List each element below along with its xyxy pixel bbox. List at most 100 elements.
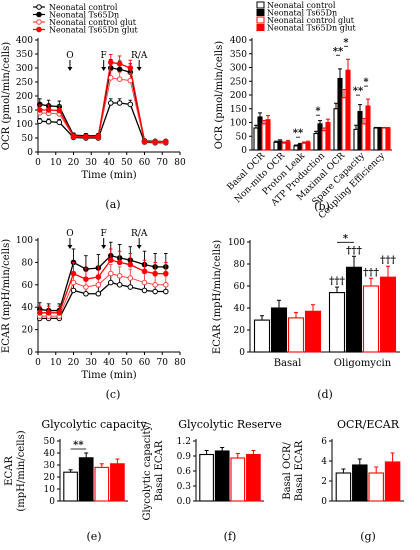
y-tick-label: 100 [230,119,247,129]
bar [362,285,380,353]
y-tick-label: 0 [27,148,33,158]
bar [377,127,383,151]
legend-entry: Neonatal control glut [49,18,137,27]
x-tick-label: 40 [103,358,115,368]
y-tick-label: 20 [22,326,34,336]
data-point [36,4,42,10]
data-point [45,310,52,316]
data-point [45,107,52,113]
panel-label: (d) [317,388,333,401]
panel-label: (f) [224,530,237,543]
data-point [116,273,123,279]
y-tick-label: 350 [16,50,33,60]
data-point [116,282,123,288]
injection-label: O [66,51,73,61]
y-tick-label: 100 [16,120,33,130]
chart-b: 0 50 100 150 200 250 300 350 400 OCR (pmol/min/ce… [214,1,392,221]
data-point [107,100,114,106]
x-tick-label: 80 [174,158,186,168]
data-point [152,288,158,295]
bar [253,319,271,353]
data-point [107,257,114,263]
bar [384,461,401,502]
bar [305,141,311,151]
data-point [152,270,158,277]
significance-marker: ††† [329,276,345,287]
data-point [163,288,169,295]
y-tick-label: 4 [321,457,327,467]
data-point [107,279,114,286]
bar [313,132,319,151]
y-axis-label-group: Glycolytic capacity/Basal ECAR [142,421,165,521]
category-label: Oligomycin [334,358,392,369]
x-tick-label: 0 [35,158,41,168]
chart-e: 0 10 20 30 40 50 ECAR (mpH/min/cells) ** Glycolyt… [4,418,147,543]
y-tick-label: 20 [44,473,56,483]
legend-entry: Neonatal control [49,3,118,12]
y-axis-label-group: ECAR (mpH/min/cells) [212,240,223,354]
bar [63,471,78,502]
data-point [127,65,134,71]
data-point [83,290,89,297]
y-tick-label: 6 [321,437,327,447]
y-axis-label: OCR (pmol/min/cells) [1,42,12,150]
data-point [95,133,102,140]
bar [345,69,351,151]
bar [368,472,384,502]
bar [345,266,363,353]
data-point [107,59,114,66]
bar [261,123,267,151]
bar [365,105,371,151]
bar [317,123,323,151]
data-point [116,100,123,106]
x-tick-label: 70 [157,158,169,168]
x-tick-label: 50 [121,158,133,168]
significance-marker: * [343,37,349,48]
y-axis-label-line2: (mpH/min/cells) [16,430,27,511]
significance-marker: ** [353,86,364,97]
y-tick-label: 80 [234,260,246,270]
data-point [95,282,102,288]
y-tick-label: 300 [230,64,247,74]
x-axis-label: Time (min) [81,370,136,381]
significance-marker: ††† [363,267,379,278]
significance-marker: ** [293,128,304,139]
bar [352,464,368,502]
legend-entry: Neonatal Ts65Dn [267,9,337,18]
bar [199,453,214,502]
injection-label: F [101,51,107,61]
x-tick-label: 20 [68,358,80,368]
bar [304,310,322,353]
significance-marker: * [315,106,321,117]
data-point [36,107,43,113]
y-tick-label: 40 [234,304,246,314]
bar [230,457,246,502]
y-axis-label-group: OCR (pmol/min/cells) [1,42,12,150]
bar [287,317,305,353]
y-tick-label: 20 [234,326,246,336]
y-tick-label: 0 [241,146,247,156]
data-point [36,310,43,316]
y-axis-label: Glycolytic capacity/ [142,421,153,521]
legend-swatch [256,24,265,31]
data-point [36,11,42,18]
data-point [116,259,123,266]
bar [321,130,327,151]
data-point [141,268,148,275]
y-tick-label: 100 [228,238,245,248]
y-tick-label: 0 [27,348,33,358]
y-tick-label: 10 [44,485,56,495]
x-tick-label: 60 [139,158,151,168]
y-axis-label-group: ECAR (mpH/min/cells) [1,239,12,353]
legend-swatch [256,16,265,24]
bar [328,292,346,353]
data-point [127,261,134,268]
bar [246,453,261,502]
y-tick-label: 50 [236,132,248,142]
panel-label: (c) [106,388,121,401]
data-point [95,274,102,280]
data-point [56,119,63,126]
series-line [39,259,166,314]
significance-marker: ** [73,440,84,451]
bar [270,307,288,353]
